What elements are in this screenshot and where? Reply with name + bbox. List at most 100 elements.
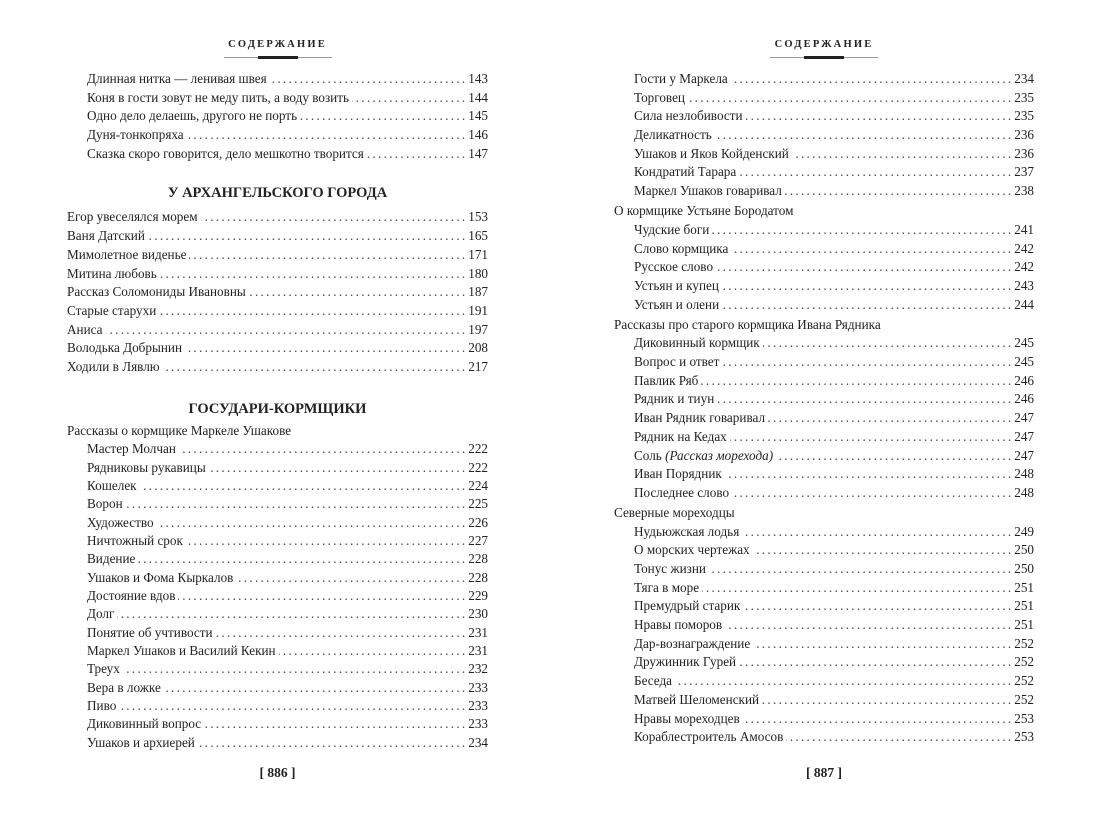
entry-page-number: 227: [468, 533, 488, 549]
dot-leader: [702, 579, 1011, 598]
toc-entry[interactable]: Понятие об учтивости 231: [67, 624, 488, 642]
toc-entry[interactable]: Мастер Молчан 222: [67, 440, 488, 458]
toc-entry[interactable]: Ничтожный срок 227: [67, 532, 488, 550]
toc-entry[interactable]: Егор увеселялся морем 153: [67, 208, 488, 227]
toc-entry[interactable]: Премудрый старик 251: [614, 597, 1034, 616]
toc-entry[interactable]: Русское слово 242: [614, 258, 1034, 277]
toc-entry[interactable]: Диковинный кормщик 245: [614, 334, 1034, 353]
entry-title: Старые старухи: [67, 302, 159, 321]
entry-title: Треух: [87, 660, 123, 678]
toc-entry[interactable]: Рядниковы рукавицы 222: [67, 459, 488, 477]
toc-entry[interactable]: Видение 228: [67, 550, 488, 568]
toc-entry[interactable]: Треух 232: [67, 660, 488, 678]
right-page: СОДЕРЖАНИЕ Гости у Маркела 234 Торговец 235…: [614, 0, 1034, 825]
toc-entry[interactable]: Кошелек 224: [67, 477, 488, 495]
toc-entry[interactable]: Одно дело делаешь, другого не порть 145: [67, 107, 488, 126]
toc-entry[interactable]: Чудские боги 241: [614, 221, 1034, 240]
toc-entry[interactable]: Ушаков и архиерей 234: [67, 734, 488, 752]
entry-page-number: 228: [468, 551, 488, 567]
toc-entry[interactable]: Нравы поморов 251: [614, 616, 1034, 635]
dot-leader: [236, 569, 465, 587]
toc-entry[interactable]: Гости у Маркела 234: [614, 70, 1034, 89]
toc-entry[interactable]: Павлик Ряб 246: [614, 372, 1034, 391]
dot-leader: [249, 283, 465, 302]
toc-entry[interactable]: Устьян и купец 243: [614, 277, 1034, 296]
toc-entry[interactable]: Последнее слово 248: [614, 484, 1034, 503]
toc-entry[interactable]: Диковинный вопрос 233: [67, 715, 488, 733]
toc-entry[interactable]: Матвей Шеломенский 252: [614, 691, 1034, 710]
dot-leader: [179, 440, 465, 458]
toc-entry[interactable]: Художество 226: [67, 514, 488, 532]
entry-page-number: 242: [1014, 259, 1034, 275]
toc-entry[interactable]: Длинная нитка — ленивая швея 143: [67, 70, 488, 89]
entry-title: Диковинный кормщик: [634, 334, 763, 353]
toc-entry[interactable]: Пиво 233: [67, 697, 488, 715]
section-heading: ГОСУДАРИ-КОРМЩИКИ: [188, 400, 367, 417]
dot-leader: [126, 495, 466, 513]
entry-title-text: Мимолетное виденье: [67, 246, 187, 262]
entry-page-number: 225: [468, 496, 488, 512]
toc-entry[interactable]: Дуня-тонкопряха 146: [67, 126, 488, 145]
toc-entry[interactable]: Нравы мореходцев 253: [614, 710, 1034, 729]
toc-entry[interactable]: Беседа 252: [614, 672, 1034, 691]
toc-entry[interactable]: Аниса 197: [67, 321, 488, 340]
toc-entry[interactable]: Достояние вдов 229: [67, 587, 488, 605]
toc-entry[interactable]: Старые старухи 191: [67, 302, 488, 321]
toc-entry[interactable]: Маркел Ушаков и Василий Кекин 231: [67, 642, 488, 660]
entry-page-number: 180: [468, 265, 488, 281]
toc-entry[interactable]: Ушаков и Яков Койденский 236: [614, 145, 1034, 164]
dot-leader: [140, 477, 466, 495]
dot-leader: [785, 182, 1011, 201]
toc-entry[interactable]: Коня в гости зовут не меду пить, а воду …: [67, 89, 488, 108]
toc-entry[interactable]: Володька Добрынин 208: [67, 339, 488, 358]
entry-title-text: Иван Рядник говаривал: [634, 410, 766, 426]
entry-page-number: 171: [468, 246, 488, 262]
entry-title-text: Ходили в Лявлю: [67, 358, 160, 374]
entry-page-number: 230: [468, 606, 488, 622]
toc-entry[interactable]: Ваня Датский 165: [67, 227, 488, 246]
dot-leader: [117, 605, 465, 623]
toc-entry[interactable]: Деликатность 236: [614, 126, 1034, 145]
toc-entry[interactable]: Торговец 235: [614, 89, 1034, 108]
toc-entry[interactable]: Рядник на Кедах 247: [614, 428, 1034, 447]
toc-entry[interactable]: Ушаков и Фома Кыркалов 228: [67, 569, 488, 587]
toc-entry[interactable]: Ворон 225: [67, 495, 488, 513]
entry-title-text: Ушаков и Яков Койденский: [634, 145, 789, 161]
toc-entry[interactable]: Сказка скоро говорится, дело мешкотно тв…: [67, 145, 488, 164]
toc-entry[interactable]: Иван Порядник 248: [614, 465, 1034, 484]
toc-entry[interactable]: Слово кормщика 242: [614, 240, 1034, 259]
dot-leader: [743, 710, 1012, 729]
toc-entry[interactable]: Долг 230: [67, 605, 488, 623]
toc-entry[interactable]: Вопрос и ответ 245: [614, 353, 1034, 372]
toc-entry[interactable]: Ходили в Лявлю 217: [67, 358, 488, 377]
toc-entry[interactable]: Тонус жизни 250: [614, 560, 1034, 579]
toc-entry[interactable]: Дружинник Гурей 252: [614, 653, 1034, 672]
entry-page-number: 235: [1014, 108, 1034, 124]
toc-entry[interactable]: Рядник и тиун 246: [614, 390, 1034, 409]
entry-title-text: Митина любовь: [67, 265, 157, 281]
entry-title-text: Слово кормщика: [634, 240, 729, 256]
toc-entry[interactable]: Нудьюжская лодья 249: [614, 523, 1034, 542]
toc-entry[interactable]: Маркел Ушаков говаривал 238: [614, 182, 1034, 201]
toc-entry[interactable]: Устьян и олени 244: [614, 296, 1034, 315]
entry-title-text: Ушаков и Фома Кыркалов: [87, 569, 234, 585]
toc-entry[interactable]: О морских чертежах 250: [614, 541, 1034, 560]
toc-entry[interactable]: Рассказ Соломониды Ивановны 187: [67, 283, 488, 302]
toc-entry[interactable]: Дар-вознаграждение 252: [614, 635, 1034, 654]
toc-entry[interactable]: Иван Рядник говаривал 247: [614, 409, 1034, 428]
toc-entry[interactable]: Кондратий Тарара 237: [614, 163, 1034, 182]
entry-page-number: 236: [1014, 127, 1034, 143]
dot-leader: [739, 163, 1011, 182]
toc-entry[interactable]: Митина любовь 180: [67, 265, 488, 284]
toc-entry[interactable]: Тяга в море 251: [614, 579, 1034, 598]
entry-title: Тонус жизни: [634, 560, 709, 579]
toc-entry[interactable]: Вера в ложке 233: [67, 679, 488, 697]
entry-title-text: Нудьюжская лодья: [634, 523, 740, 539]
toc-entry[interactable]: Сила незлобивости 235: [614, 107, 1034, 126]
toc-entry[interactable]: Соль (Рассказ морехода) 247: [614, 447, 1034, 466]
dot-leader: [160, 265, 465, 284]
toc-entry[interactable]: Кораблестроитель Амосов 253: [614, 728, 1034, 747]
dot-leader: [730, 428, 1011, 447]
toc-entry[interactable]: Мимолетное виденье 171: [67, 246, 488, 265]
dot-leader: [300, 107, 465, 126]
